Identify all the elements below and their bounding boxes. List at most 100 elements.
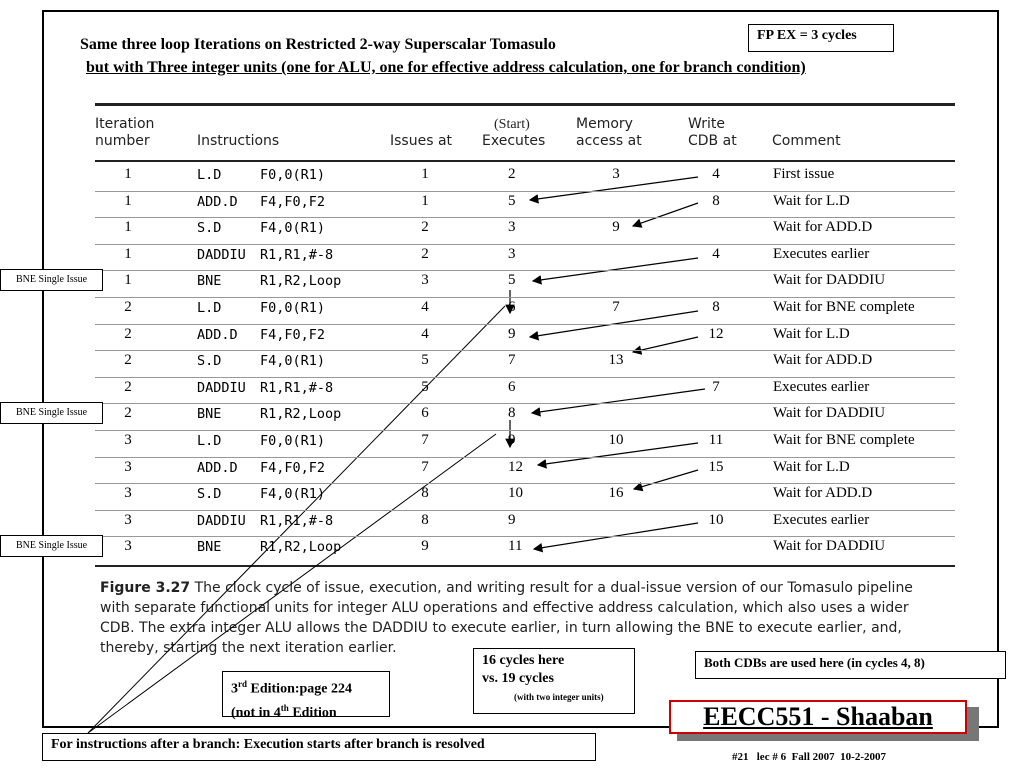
cell-issue: 4 [421, 299, 429, 315]
cell-issue: 8 [421, 511, 429, 528]
edition-line: (not in 4th Edition [231, 699, 381, 723]
cell-iteration: 2 [124, 299, 132, 315]
table-rule-mid [95, 160, 955, 162]
cell-operands: F4,0(R1) [260, 220, 326, 237]
column-header: CDB at [688, 133, 737, 149]
cell-issue: 7 [421, 458, 429, 475]
cell-iteration: 1 [124, 272, 132, 289]
frame [42, 10, 999, 728]
cell-execute: 9 [508, 432, 516, 448]
cell-iteration: 2 [124, 378, 132, 395]
cell-iteration: 1 [124, 219, 132, 236]
row-rule [95, 350, 955, 352]
cell-comment: Wait for ADD.D [773, 485, 873, 502]
cell-operands: R1,R1,#-8 [260, 246, 334, 263]
cell-op: S.D [197, 220, 222, 237]
edition-line: 3rd Edition:page 224 [231, 675, 381, 699]
column-header: (Start) [494, 117, 530, 132]
cdb-box: Both CDBs are used here (in cycles 4, 8) [695, 651, 1006, 679]
arrow-group [505, 176, 706, 553]
cell-execute: 6 [508, 299, 516, 315]
cell-issue: 2 [421, 245, 429, 262]
text: (not in 4 [231, 705, 281, 721]
footer-info: #21 lec # 6 Fall 2007 10-2-2007 [732, 751, 886, 763]
row-rule [95, 509, 955, 511]
cell-comment: Wait for ADD.D [773, 352, 873, 369]
cell-memory: 13 [608, 352, 624, 369]
cell-execute: 11 [508, 538, 523, 555]
cell-execute: 3 [508, 219, 516, 236]
cell-iteration: 3 [124, 538, 132, 555]
cell-iteration: 3 [124, 458, 132, 475]
fp-box: FP EX = 3 cycles [748, 24, 894, 52]
caption-label: Figure 3.27 [100, 580, 191, 596]
cell-write: 15 [708, 458, 724, 475]
cell-execute: 12 [508, 458, 523, 475]
brand: EECC551 - Shaaban [669, 700, 967, 734]
caption-text: The clock cycle of issue, execution, and… [100, 580, 913, 656]
cell-operands: F0,0(R1) [260, 300, 326, 316]
cell-op: L.D [197, 300, 222, 316]
cell-operands: R1,R1,#-8 [260, 512, 334, 529]
cell-write: 11 [708, 432, 724, 448]
cell-operands: F4,0(R1) [260, 353, 326, 370]
cell-op: S.D [197, 353, 222, 370]
cell-issue: 7 [421, 432, 429, 448]
row-rule [95, 403, 955, 405]
cell-comment: Wait for ADD.D [773, 219, 873, 236]
cell-iteration: 1 [124, 245, 132, 262]
cell-write: 4 [712, 245, 720, 262]
cell-op: S.D [197, 486, 222, 503]
cell-op: DADDIU [197, 379, 246, 396]
cycles-line: 16 cycles here [482, 653, 565, 668]
cell-memory: 7 [612, 299, 620, 315]
side-label: BNE Single Issue [0, 269, 103, 292]
cell-operands: F4,F0,F2 [260, 459, 326, 476]
cell-comment: Wait for BNE complete [773, 432, 915, 448]
cell-operands: R1,R1,#-8 [260, 379, 334, 396]
cell-comment: Executes earlier [773, 245, 870, 262]
cycles-line: vs. 19 cycles [482, 671, 554, 686]
column-header: Iteration [95, 116, 155, 132]
row-rule [95, 323, 955, 325]
cell-memory: 3 [612, 166, 620, 182]
title: Same three loop Iterations on Restricted… [80, 36, 556, 53]
cell-execute: 5 [508, 272, 516, 289]
cell-comment: Wait for DADDIU [773, 272, 886, 289]
cell-issue: 8 [421, 485, 429, 502]
row-rule [95, 456, 955, 458]
row-rule [95, 297, 955, 298]
cell-execute: 5 [508, 192, 516, 209]
column-header: access at [576, 133, 642, 149]
column-header: Instructions [197, 133, 280, 149]
cell-comment: Wait for DADDIU [773, 405, 886, 422]
row-rule [95, 376, 955, 378]
caption: Figure 3.27 The clock cycle of issue, ex… [100, 578, 940, 658]
cell-issue: 4 [421, 325, 429, 342]
cell-write: 8 [712, 299, 720, 315]
cell-execute: 3 [508, 245, 516, 262]
cell-issue: 3 [421, 272, 429, 289]
cell-comment: Executes earlier [773, 378, 870, 395]
cell-issue: 9 [421, 538, 429, 555]
cell-issue: 6 [421, 405, 429, 422]
cell-write: 8 [712, 192, 720, 209]
sup: rd [238, 679, 247, 689]
row-rule [95, 217, 955, 219]
row-rule [95, 270, 955, 272]
cell-op: BNE [197, 406, 222, 423]
cycles-box: 16 cycles here vs. 19 cycles (with two i… [473, 648, 635, 714]
side-label: BNE Single Issue [0, 402, 103, 425]
cell-iteration: 2 [124, 352, 132, 369]
row-rule [95, 483, 955, 485]
cell-issue: 1 [421, 166, 429, 182]
cell-memory: 10 [608, 432, 624, 448]
table-rule-top [95, 103, 955, 106]
cell-comment: Wait for L.D [773, 325, 850, 342]
cell-op: BNE [197, 539, 222, 556]
text: Edition:page 224 [247, 681, 353, 697]
cell-iteration: 3 [124, 432, 132, 448]
cell-execute: 6 [508, 378, 516, 395]
cell-comment: Wait for BNE complete [773, 299, 915, 315]
